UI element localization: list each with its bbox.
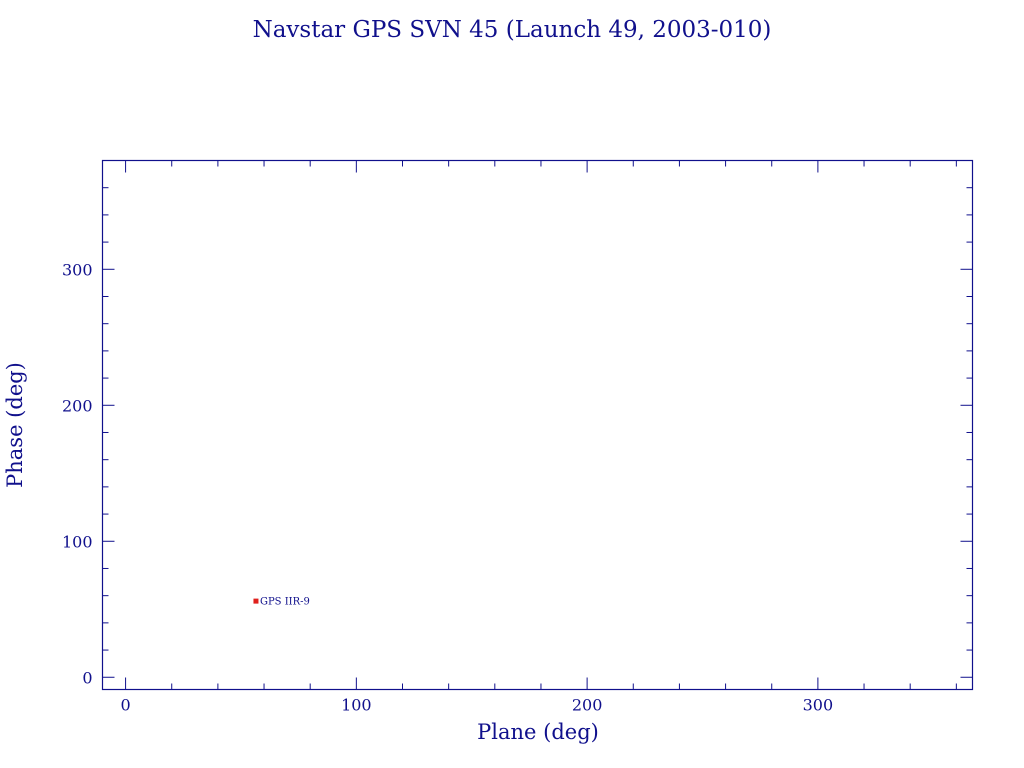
chart-title: Navstar GPS SVN 45 (Launch 49, 2003-010) xyxy=(253,17,772,43)
y-tick-label: 0 xyxy=(82,668,92,687)
axis-ticks xyxy=(102,160,973,690)
x-tick-label: 300 xyxy=(803,696,834,715)
plot-frame xyxy=(101,159,974,691)
x-tick-label: 0 xyxy=(120,696,130,715)
tick-labels: 0 100 200 300 0 100 200 300 xyxy=(62,260,833,714)
y-tick-label: 300 xyxy=(62,260,93,279)
x-tick-label: 200 xyxy=(572,696,603,715)
data-point-marker xyxy=(253,598,259,604)
x-axis-label: Plane (deg) xyxy=(477,720,599,744)
y-tick-label: 200 xyxy=(62,396,93,415)
data-points: GPS IIR-9 xyxy=(253,597,310,608)
y-axis-label: Phase (deg) xyxy=(3,362,27,488)
data-point-label: GPS IIR-9 xyxy=(260,597,310,608)
y-tick-label: 100 xyxy=(62,532,93,551)
x-tick-label: 100 xyxy=(341,696,372,715)
